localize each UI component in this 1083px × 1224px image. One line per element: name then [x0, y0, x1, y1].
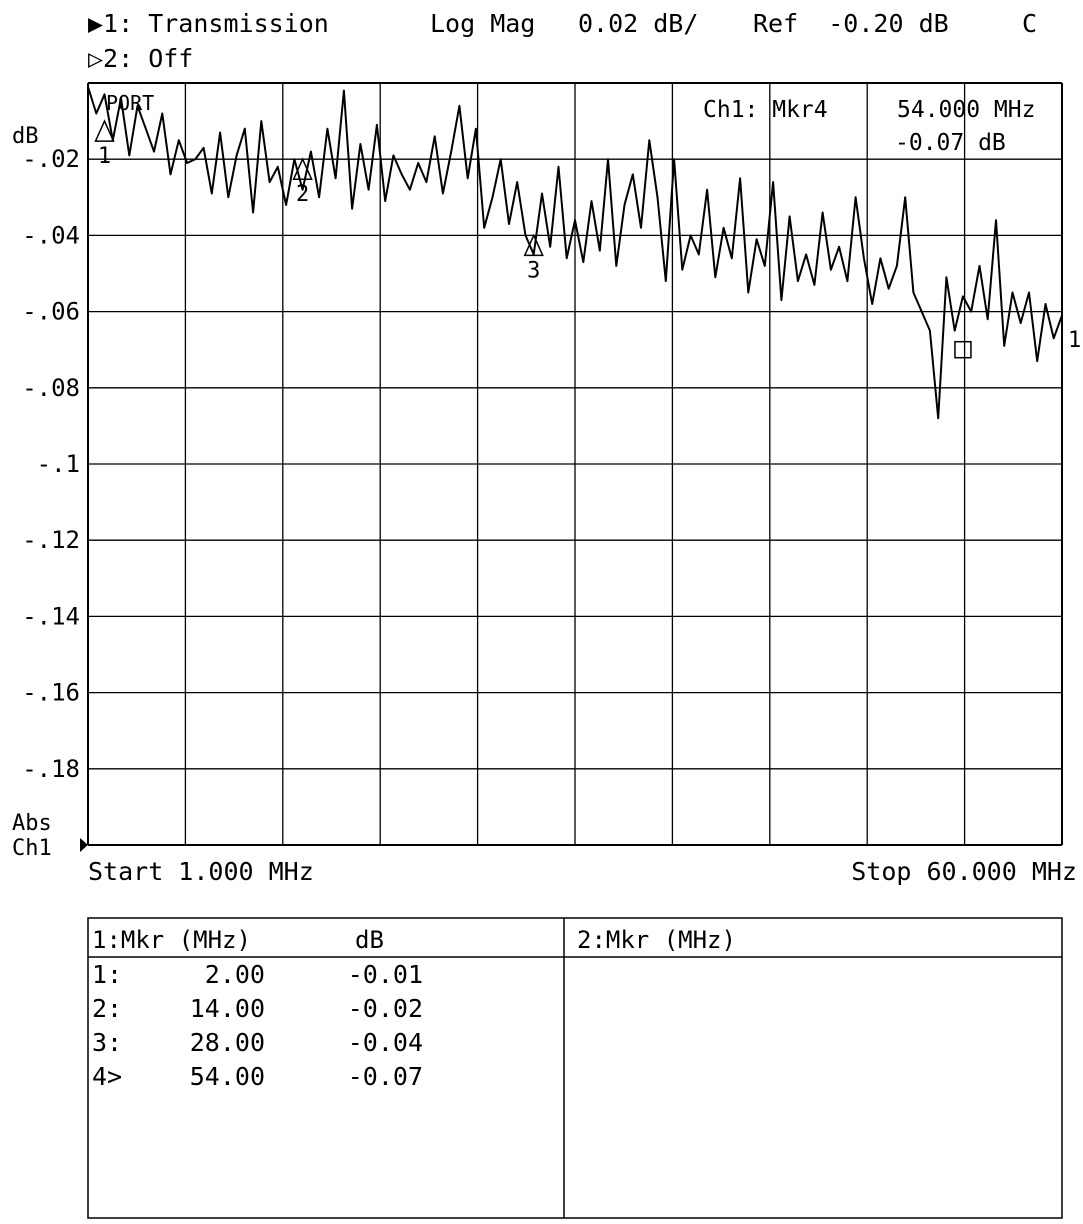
cal-indicator: C: [1022, 9, 1037, 38]
marker-3-icon[interactable]: [523, 233, 544, 257]
marker-3-label: 3: [527, 258, 540, 283]
channel-label: Ch1: [12, 836, 52, 861]
marker-id: 1:: [92, 960, 122, 989]
marker-id: 2:: [92, 994, 122, 1023]
trace-line: [87, 86, 1063, 420]
marker-frequency: 2.00: [205, 960, 265, 989]
y-axis-label: dB: [12, 124, 39, 149]
trace2-label[interactable]: ▷2: Off: [88, 44, 193, 73]
ch1-db-header: dB: [355, 926, 384, 954]
table-row: 2: 14.00 -0.02: [92, 994, 423, 1023]
y-tick-label: -.02: [22, 145, 80, 173]
port-label: PORT: [106, 91, 154, 115]
y-tick-label: -.1: [37, 450, 80, 478]
marker-frequency: 28.00: [190, 1028, 265, 1057]
marker-db: -0.01: [348, 960, 423, 989]
stop-frequency: Stop 60.000 MHz: [851, 857, 1077, 886]
marker-2-label: 2: [296, 182, 309, 207]
marker-frequency: 54.00: [190, 1062, 265, 1091]
y-tick-label: -.04: [22, 221, 80, 249]
active-marker-label: Ch1: Mkr4: [703, 97, 828, 123]
marker-1-label: 1: [98, 144, 111, 169]
scale-label: 0.02 dB/: [578, 9, 698, 38]
abs-label: Abs: [12, 811, 52, 836]
marker-table-rows: 1: 2.00 -0.01 2: 14.00 -0.02 3: 28.00 -0.04 4> 54.…: [92, 960, 423, 1091]
y-tick-label: -.16: [22, 679, 80, 707]
marker-db: -0.04: [348, 1028, 423, 1057]
table-row: 3: 28.00 -0.04: [92, 1028, 423, 1057]
grid: [87, 82, 1063, 846]
markers: 1 2 3: [94, 119, 972, 359]
y-tick-label: -.14: [22, 602, 80, 630]
start-frequency: Start 1.000 MHz: [88, 857, 314, 886]
ch2-marker-header: 2:Mkr (MHz): [577, 926, 736, 954]
trace-end-label: 1: [1068, 328, 1081, 353]
marker-db: -0.02: [348, 994, 423, 1023]
y-tick-label: -.18: [22, 755, 80, 783]
channel-pointer-icon: [80, 838, 88, 852]
y-tick-label: -.12: [22, 526, 80, 554]
plot-area: -.02 -.04 -.06 -.08 -.1 -.12 -.14 -.16 -.18 1 2 3: [22, 82, 1063, 846]
ref-label: Ref -0.20 dB: [753, 9, 949, 38]
y-tick-labels: -.02 -.04 -.06 -.08 -.1 -.12 -.14 -.16 -.18: [22, 145, 80, 783]
format-label: Log Mag: [430, 9, 535, 38]
marker-id: 3:: [92, 1028, 122, 1057]
active-marker-value: -0.07 dB: [895, 130, 1006, 156]
y-tick-label: -.08: [22, 374, 80, 402]
trace1-label[interactable]: ▶1: Transmission: [88, 9, 329, 38]
marker-frequency: 14.00: [190, 994, 265, 1023]
marker-id: 4>: [92, 1062, 122, 1091]
marker-db: -0.07: [348, 1062, 423, 1091]
table-row: 4> 54.00 -0.07: [92, 1062, 423, 1091]
marker-2-icon[interactable]: [292, 157, 313, 180]
table-row: 1: 2.00 -0.01: [92, 960, 423, 989]
marker-table: 1:Mkr (MHz) dB 2:Mkr (MHz) 1: 2.00 -0.01 2:…: [87, 917, 1063, 1219]
marker-4-icon[interactable]: [954, 340, 972, 359]
ch1-marker-header: 1:Mkr (MHz): [92, 926, 251, 954]
marker-1-icon[interactable]: [94, 119, 115, 142]
active-marker-freq: 54.000 MHz: [897, 97, 1035, 123]
y-tick-label: -.06: [22, 298, 80, 326]
